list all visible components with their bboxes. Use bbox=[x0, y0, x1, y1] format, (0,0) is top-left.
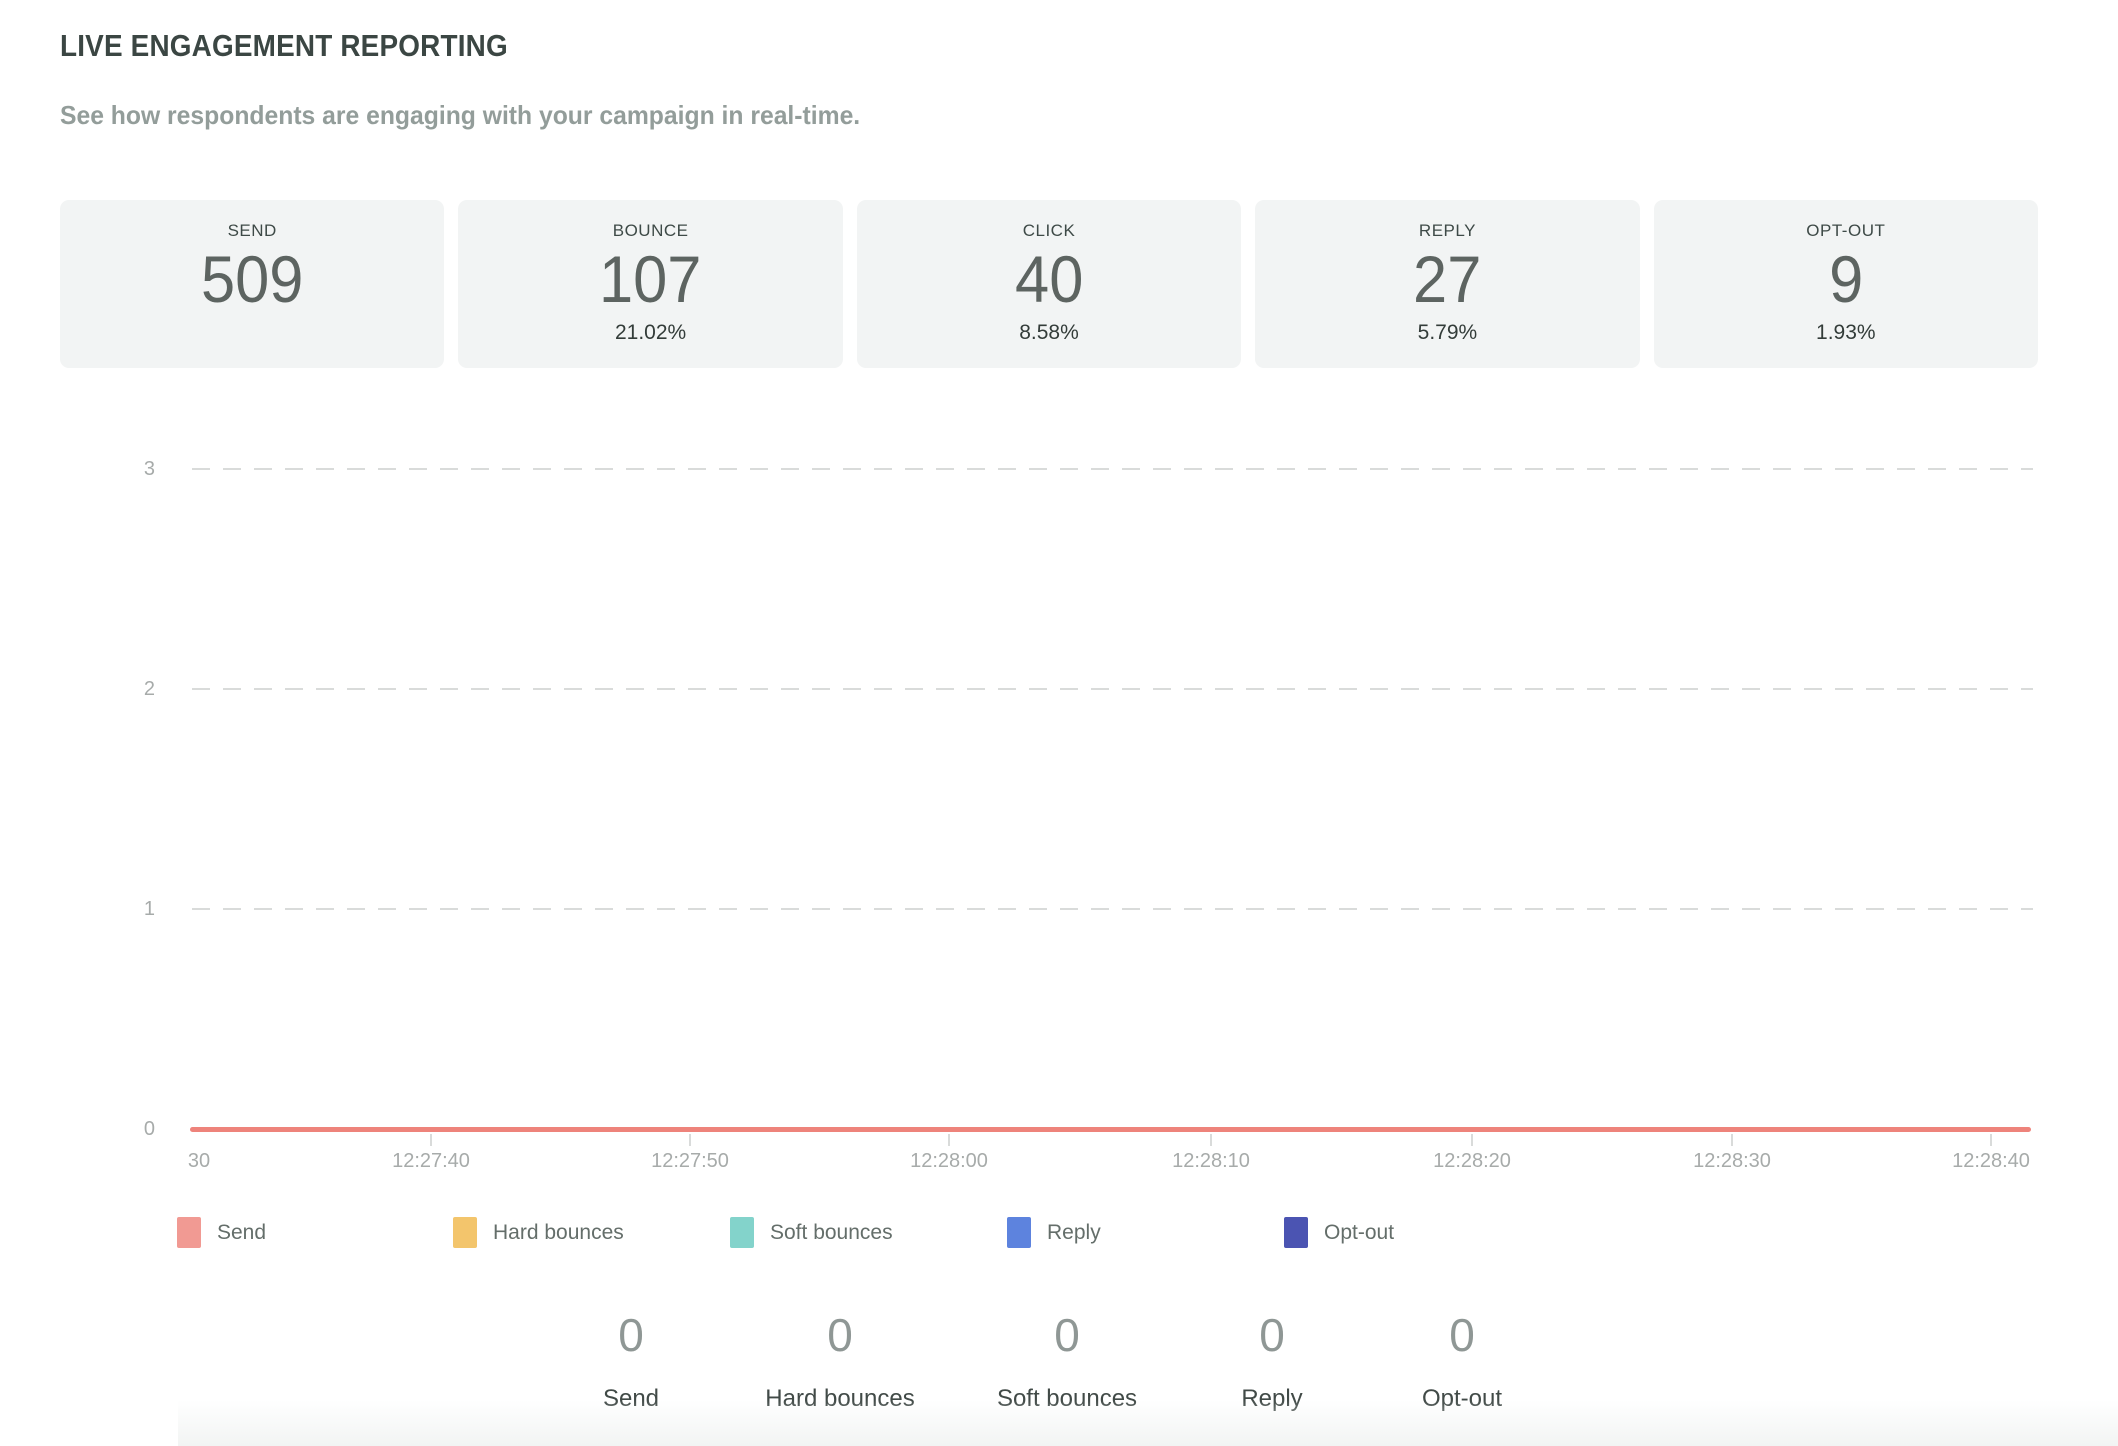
page-subtitle: See how respondents are engaging with yo… bbox=[60, 100, 861, 130]
stats-row: SEND 509 BOUNCE 107 21.02% CLICK 40 8.58… bbox=[60, 200, 2039, 368]
stat-value: 509 bbox=[200, 242, 304, 316]
y-axis-tick-label: 0 bbox=[143, 1118, 155, 1140]
x-axis-tick bbox=[689, 1134, 691, 1146]
counter-value: 0 bbox=[1259, 1309, 1285, 1361]
x-axis-tick-label: 12:27:50 bbox=[651, 1150, 729, 1172]
bottom-strip bbox=[178, 1400, 2118, 1446]
stat-percentage: 5.79% bbox=[1417, 321, 1478, 344]
x-axis-tick bbox=[430, 1134, 432, 1146]
counter-hard-bounces: 0 Hard bounces bbox=[765, 1312, 914, 1413]
stat-value: 9 bbox=[1828, 242, 1863, 316]
legend-item-send[interactable]: Send bbox=[177, 1217, 266, 1248]
stat-percentage: 1.93% bbox=[1816, 321, 1876, 344]
x-axis-tick-label: 12:28:40 bbox=[1952, 1150, 2030, 1172]
legend-swatch-soft-bounces bbox=[730, 1217, 754, 1248]
legend-swatch-opt-out bbox=[1284, 1217, 1308, 1248]
x-axis-tick-label: 12:28:30 bbox=[1693, 1150, 1771, 1172]
stat-percentage: 21.02% bbox=[614, 321, 687, 344]
stat-label: BOUNCE bbox=[612, 221, 689, 240]
x-axis-tick-label: 12:28:00 bbox=[910, 1150, 988, 1172]
counter-soft-bounces: 0 Soft bounces bbox=[997, 1312, 1137, 1413]
gridline bbox=[192, 908, 2033, 910]
legend-item-opt-out[interactable]: Opt-out bbox=[1284, 1217, 1394, 1248]
counter-value: 0 bbox=[618, 1309, 644, 1361]
counter-value: 0 bbox=[1054, 1309, 1080, 1361]
stat-value: 40 bbox=[1014, 242, 1084, 316]
y-axis-tick-label: 3 bbox=[143, 458, 155, 480]
stat-value: 107 bbox=[599, 242, 702, 316]
counter-value: 0 bbox=[827, 1309, 853, 1361]
legend-label: Soft bounces bbox=[770, 1220, 893, 1244]
stat-card-click: CLICK 40 8.58% bbox=[856, 200, 1242, 368]
stat-card-opt-out: OPT-OUT 9 1.93% bbox=[1653, 200, 2039, 368]
legend-swatch-hard-bounces bbox=[453, 1217, 477, 1248]
stat-label: SEND bbox=[227, 221, 277, 240]
legend-item-reply[interactable]: Reply bbox=[1007, 1217, 1101, 1248]
legend-swatch-send bbox=[177, 1217, 201, 1248]
stat-card-bounce: BOUNCE 107 21.02% bbox=[458, 200, 843, 368]
y-axis-tick-label: 2 bbox=[143, 678, 155, 700]
stat-label: CLICK bbox=[1022, 221, 1076, 240]
counter-value: 0 bbox=[1449, 1309, 1475, 1361]
stat-label: OPT-OUT bbox=[1806, 221, 1886, 240]
x-axis-tick bbox=[1990, 1134, 1992, 1146]
legend-label: Hard bounces bbox=[493, 1220, 624, 1244]
stat-percentage: 8.58% bbox=[1019, 321, 1079, 344]
page-title: LIVE ENGAGEMENT REPORTING bbox=[60, 28, 508, 63]
legend-label: Opt-out bbox=[1324, 1220, 1395, 1244]
x-axis-tick-label: 30 bbox=[187, 1150, 211, 1172]
legend-item-hard-bounces[interactable]: Hard bounces bbox=[453, 1217, 624, 1248]
legend-item-soft-bounces[interactable]: Soft bounces bbox=[730, 1217, 893, 1248]
x-axis-tick-label: 12:28:20 bbox=[1433, 1150, 1511, 1172]
stat-card-send: SEND 509 bbox=[60, 200, 445, 368]
x-axis-tick bbox=[1471, 1134, 1473, 1146]
send-series-line bbox=[190, 1127, 2031, 1132]
y-axis-tick-label: 1 bbox=[143, 898, 155, 920]
legend-swatch-reply bbox=[1007, 1217, 1031, 1248]
x-axis-tick bbox=[1731, 1134, 1733, 1146]
legend-label: Send bbox=[217, 1220, 267, 1244]
gridline bbox=[192, 468, 2033, 470]
stat-value: 27 bbox=[1413, 242, 1482, 316]
gridline bbox=[192, 688, 2033, 690]
x-axis-tick bbox=[1210, 1134, 1212, 1146]
counter-reply: 0 Reply bbox=[1241, 1312, 1302, 1413]
legend-label: Reply bbox=[1047, 1220, 1101, 1244]
x-axis-tick-label: 12:28:10 bbox=[1172, 1150, 1250, 1172]
stat-label: REPLY bbox=[1418, 221, 1476, 240]
x-axis-tick-label: 12:27:40 bbox=[392, 1150, 470, 1172]
stat-card-reply: REPLY 27 5.79% bbox=[1255, 200, 1640, 368]
counter-send: 0 Send bbox=[603, 1312, 659, 1413]
x-axis-tick bbox=[948, 1134, 950, 1146]
counter-opt-out: 0 Opt-out bbox=[1422, 1312, 1502, 1413]
